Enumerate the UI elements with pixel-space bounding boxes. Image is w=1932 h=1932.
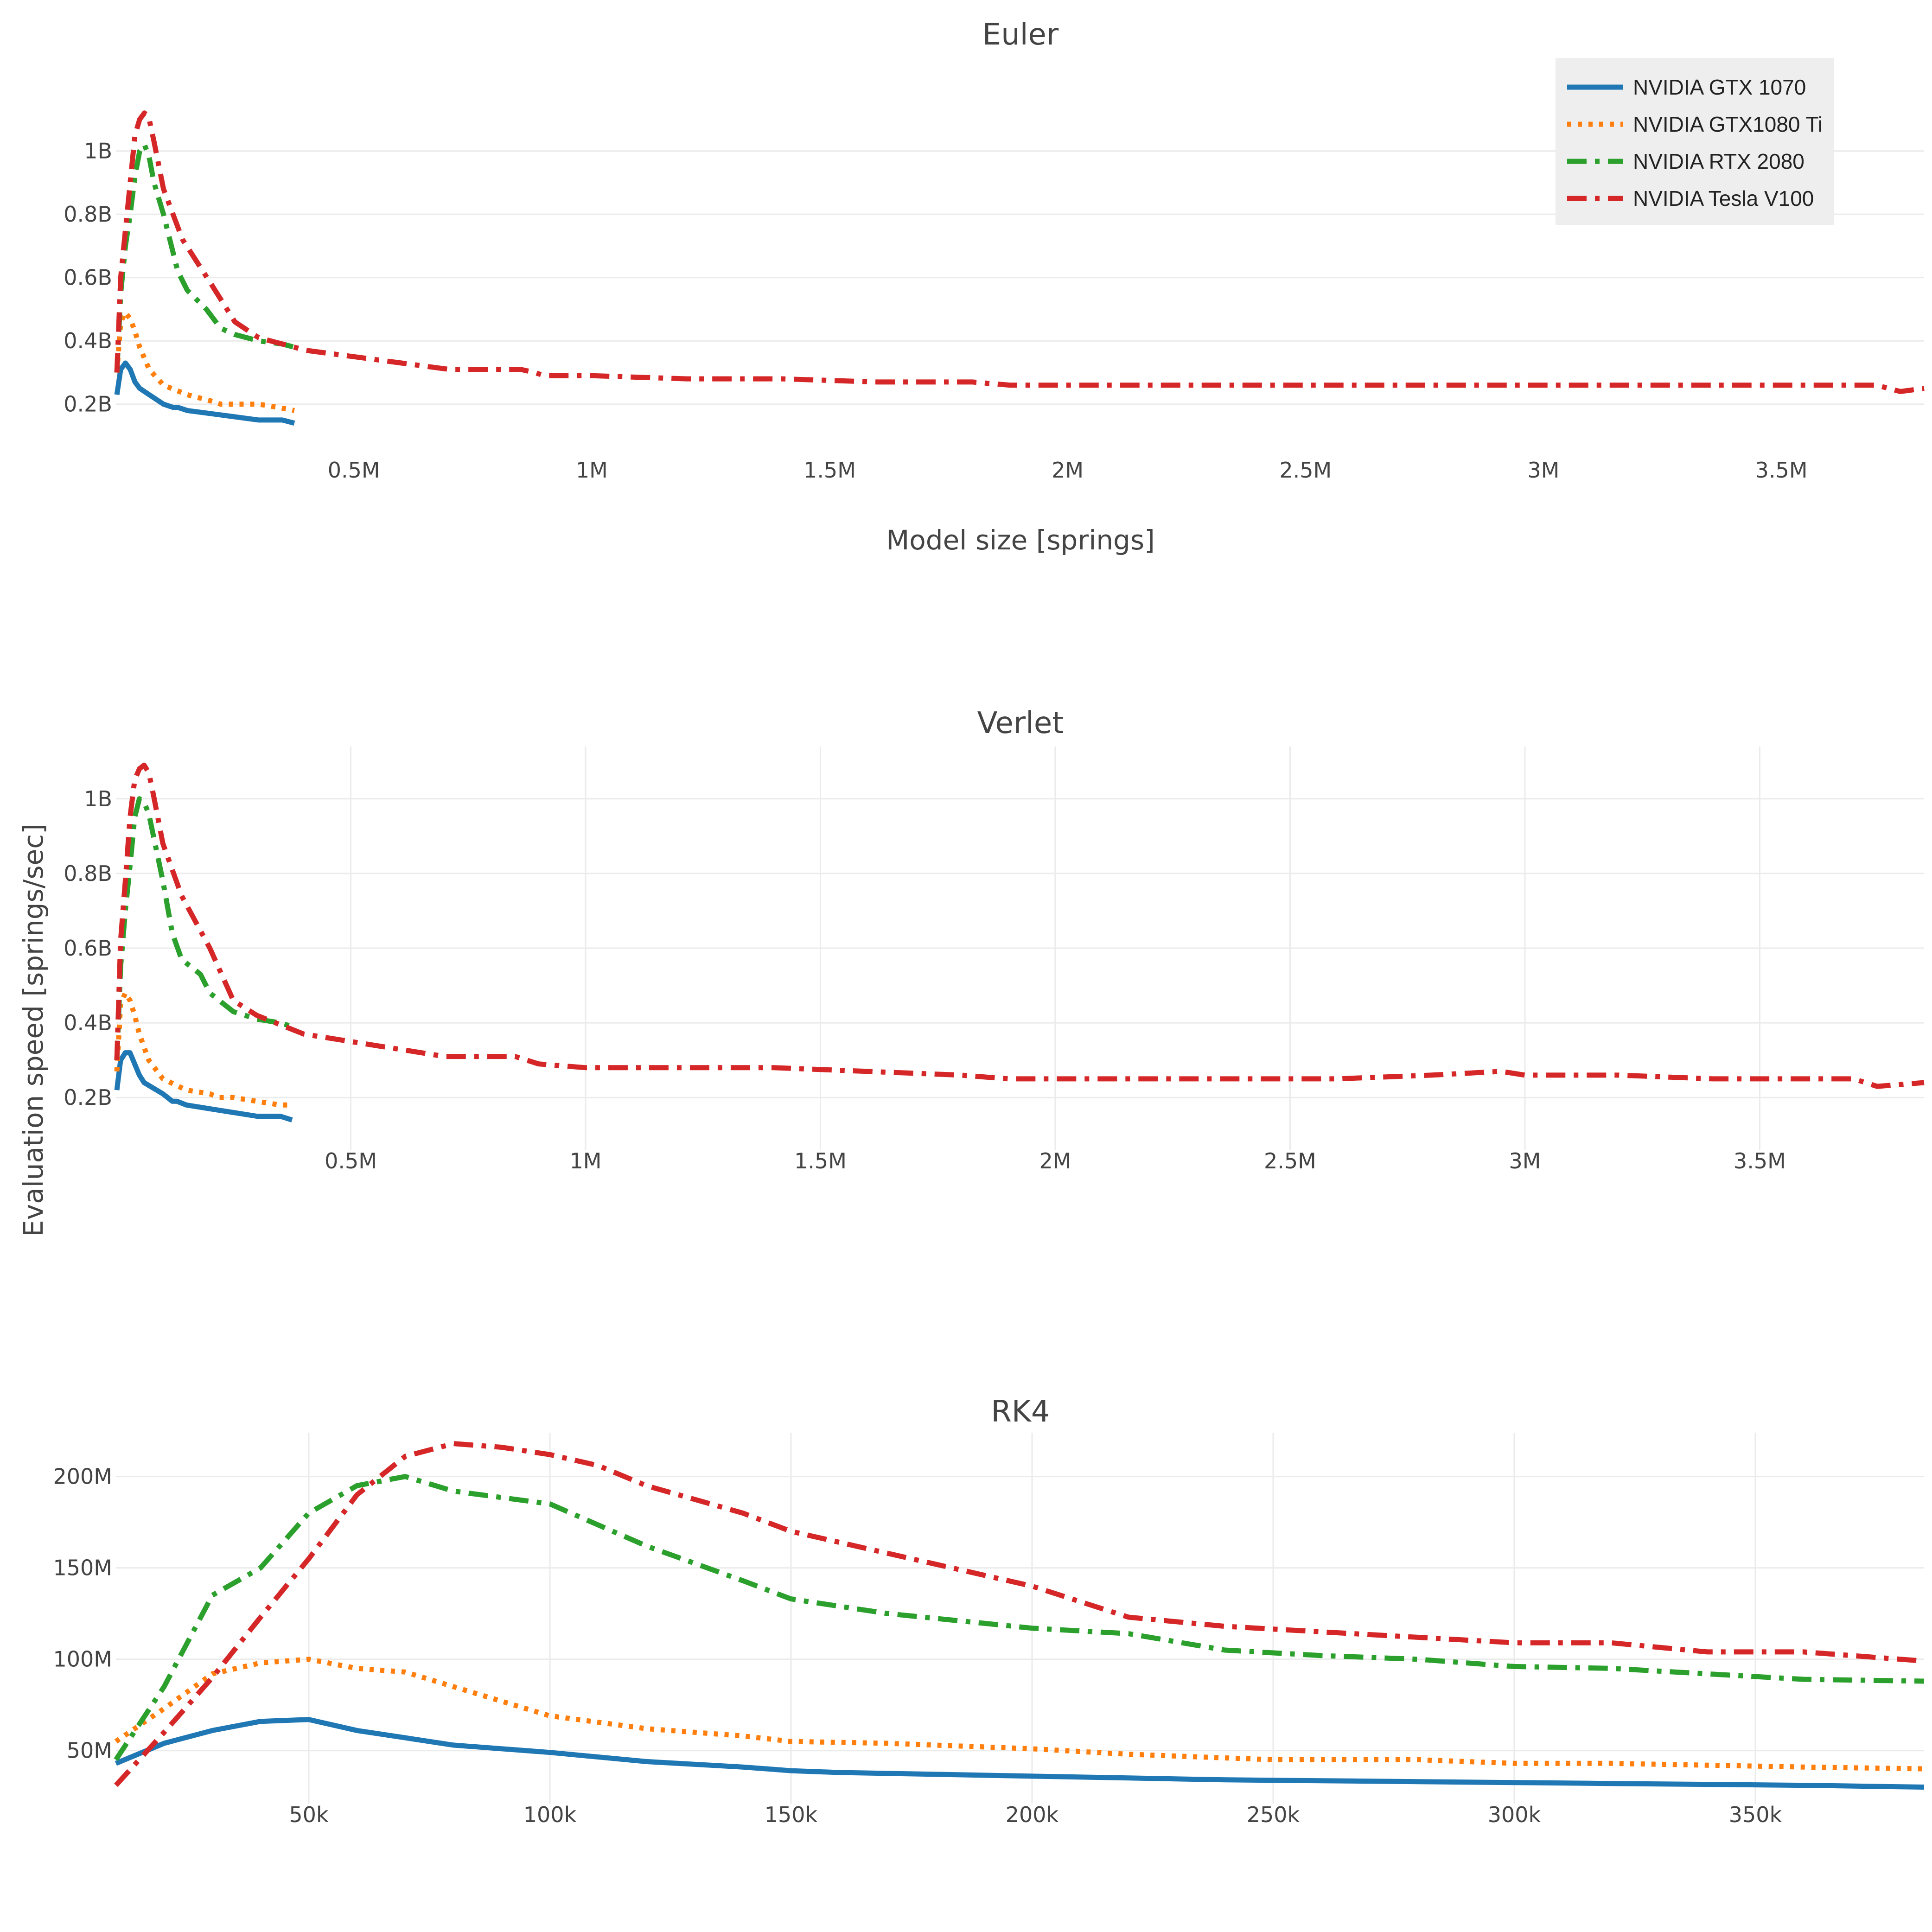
- panel-verlet: Verlet 0.2B 0.4B 0.6B 0.8B 1B 0.5M 1M 1.5M 2M 2.5…: [18, 706, 1925, 1237]
- rk4-series-lines: [114, 1441, 1925, 1790]
- legend-item-nvidia-gtx1080-ti[interactable]: NVIDIA GTX1080 Ti: [1567, 112, 1823, 136]
- euler-x-tick-label: 1.5M: [803, 458, 856, 483]
- euler-x-tick-label: 2M: [1052, 458, 1084, 483]
- euler-y-tick-label: 0.2B: [64, 392, 112, 417]
- rk4-tick-labels: 50M 100M 150M 200M 50k 100k 150k 200k 250k 300k 35…: [53, 1464, 1782, 1827]
- verlet-x-tick-label: 2.5M: [1264, 1148, 1316, 1173]
- euler-chart-title: Euler: [982, 18, 1059, 52]
- verlet-y-tick-label: 1B: [84, 786, 112, 811]
- rk4-series-nvidia-rtx-2080: [114, 1474, 1925, 1761]
- euler-x-tick-label: 1M: [576, 458, 608, 483]
- verlet-x-tick-label: 1.5M: [794, 1148, 847, 1173]
- rk4-y-tick-label: 200M: [53, 1464, 113, 1489]
- verlet-y-tick-label: 0.8B: [64, 861, 112, 886]
- rk4-x-tick-label: 300k: [1488, 1802, 1541, 1827]
- euler-series-lines: [114, 110, 1925, 426]
- legend-item-nvidia-tesla-v100[interactable]: NVIDIA Tesla V100: [1567, 186, 1814, 210]
- euler-tick-labels: 0.2B 0.4B 0.6B 0.8B 1B 0.5M 1M 1.5M 2M 2.5M 3M 3.5M: [64, 139, 1807, 483]
- panel-euler: Euler 0.2B 0.4B 0.6B 0.8B 1B 0.5M 1M 1.5M 2M 2.5M…: [64, 18, 1925, 556]
- verlet-x-tick-label: 3M: [1509, 1148, 1541, 1173]
- legend-item-nvidia-gtx-1070[interactable]: NVIDIA GTX 1070: [1567, 75, 1806, 99]
- rk4-chart-title: RK4: [991, 1395, 1050, 1429]
- euler-y-tick-label: 0.8B: [64, 202, 112, 227]
- rk4-x-tick-label: 50k: [289, 1802, 329, 1827]
- verlet-x-tick-label: 0.5M: [325, 1148, 377, 1173]
- euler-x-tick-label: 2.5M: [1279, 458, 1332, 483]
- rk4-x-tick-label: 350k: [1729, 1802, 1782, 1827]
- rk4-series-nvidia-gtx-1070: [115, 1717, 1925, 1790]
- euler-series-nvidia-gtx1080-ti: [114, 310, 295, 413]
- rk4-series-nvidia-gtx1080-ti: [114, 1657, 1925, 1772]
- verlet-series-nvidia-gtx-1070: [114, 1050, 293, 1122]
- legend-label: NVIDIA GTX1080 Ti: [1633, 112, 1823, 136]
- verlet-gridlines: [116, 746, 1924, 1150]
- rk4-y-tick-label: 150M: [53, 1556, 113, 1581]
- rk4-series-nvidia-tesla-v100: [114, 1441, 1925, 1787]
- euler-x-tick-label: 3M: [1527, 458, 1559, 483]
- verlet-y-tick-label: 0.6B: [64, 936, 112, 961]
- rk4-y-tick-label: 50M: [67, 1738, 112, 1763]
- legend-items: NVIDIA GTX 1070 NVIDIA GTX1080 Ti NVIDIA R…: [1567, 75, 1823, 210]
- rk4-gridlines: [116, 1433, 1924, 1804]
- y-axis-label: Evaluation speed [springs/sec]: [18, 823, 49, 1237]
- rk4-x-tick-label: 200k: [1006, 1802, 1059, 1827]
- euler-y-tick-label: 0.4B: [64, 328, 112, 353]
- verlet-tick-labels: 0.2B 0.4B 0.6B 0.8B 1B 0.5M 1M 1.5M 2M 2.5M 3M 3.5M: [64, 786, 1786, 1173]
- euler-y-tick-label: 1B: [84, 139, 112, 164]
- verlet-x-tick-label: 2M: [1039, 1148, 1071, 1173]
- verlet-series-nvidia-rtx-2080: [114, 796, 293, 1060]
- legend-label: NVIDIA GTX 1070: [1633, 75, 1806, 99]
- verlet-series-nvidia-tesla-v100: [114, 762, 1925, 1089]
- panel-rk4: RK4 50M 100M 150M 200M 50k 100k 150k 200k 250k 30…: [53, 1395, 1925, 1827]
- legend-label: NVIDIA Tesla V100: [1633, 186, 1814, 210]
- euler-x-tick-label: 0.5M: [328, 458, 380, 483]
- verlet-chart-title: Verlet: [977, 706, 1064, 740]
- euler-x-tick-label: 3.5M: [1755, 458, 1808, 483]
- rk4-x-tick-label: 150k: [765, 1802, 818, 1827]
- x-axis-label: Model size [springs]: [886, 524, 1155, 556]
- rk4-y-tick-label: 100M: [53, 1647, 113, 1672]
- euler-gridlines: [116, 150, 1924, 405]
- verlet-x-tick-label: 1M: [570, 1148, 602, 1173]
- verlet-x-tick-label: 3.5M: [1734, 1148, 1786, 1173]
- verlet-series-lines: [114, 762, 1925, 1122]
- rk4-x-tick-label: 100k: [523, 1802, 577, 1827]
- euler-y-tick-label: 0.6B: [64, 265, 112, 290]
- verlet-series-nvidia-gtx1080-ti: [114, 990, 292, 1108]
- legend-label: NVIDIA RTX 2080: [1633, 149, 1804, 173]
- rk4-x-tick-label: 250k: [1247, 1802, 1300, 1827]
- legend[interactable]: NVIDIA GTX 1070 NVIDIA GTX1080 Ti NVIDIA R…: [1556, 58, 1834, 225]
- euler-series-nvidia-tesla-v100: [114, 110, 1925, 394]
- euler-series-nvidia-rtx-2080: [114, 142, 295, 373]
- verlet-y-tick-label: 0.2B: [64, 1085, 112, 1110]
- verlet-y-tick-label: 0.4B: [64, 1010, 112, 1035]
- legend-item-nvidia-rtx-2080[interactable]: NVIDIA RTX 2080: [1567, 149, 1804, 173]
- euler-series-nvidia-gtx-1070: [114, 360, 295, 426]
